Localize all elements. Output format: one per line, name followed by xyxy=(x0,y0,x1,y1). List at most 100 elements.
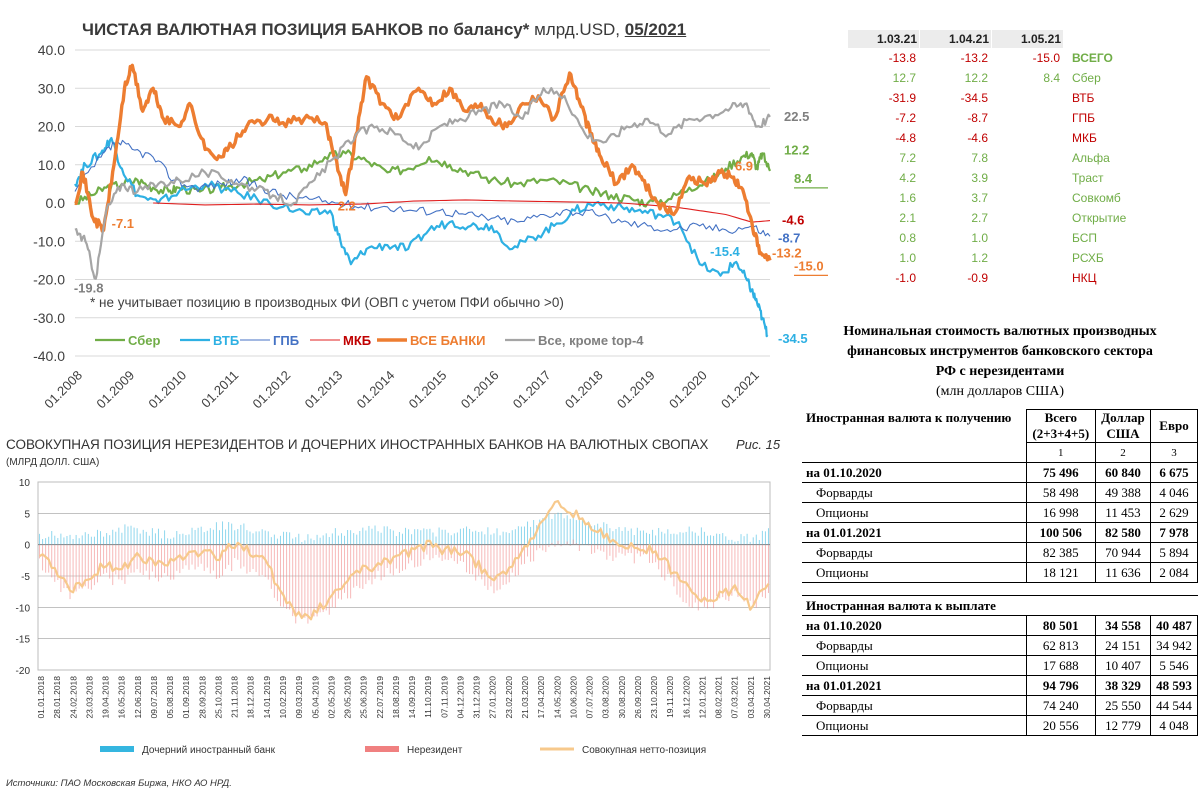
bank-table-cell: 2.1 xyxy=(899,211,916,225)
bank-table-label: БСП xyxy=(1072,231,1098,245)
data-label: -19.8 xyxy=(74,281,104,296)
bank-table-cell: -0.9 xyxy=(967,271,988,285)
nominal-table-title: Номинальная стоимость валютных производн… xyxy=(800,322,1200,402)
data-label: 2.2 xyxy=(338,199,356,214)
nominal-data-row: на 01.10.2020 75 496 60 840 6 675 xyxy=(802,462,1198,483)
nominal-cell: Опционы xyxy=(802,715,1027,736)
nominal-data-row: Форварды 62 813 24 151 34 942 xyxy=(802,635,1198,656)
bank-table-cell: 7.2 xyxy=(899,151,916,165)
nominal-cell: 4 048 xyxy=(1150,715,1198,736)
x-tick-label: 29.05.2019 xyxy=(343,676,353,719)
bank-table-row: 1.0 1.2 РСХБ xyxy=(848,248,1138,268)
nominal-cell: 12 779 xyxy=(1094,715,1152,736)
x-tick-label: 10.02.2019 xyxy=(278,676,288,719)
series-line-3 xyxy=(153,199,771,223)
x-tick-label: 09.07.2018 xyxy=(149,676,159,719)
nominal-cell: 24 151 xyxy=(1094,635,1152,656)
data-label: -4.6 xyxy=(782,213,804,228)
nominal-data-row: Форварды 58 498 49 388 4 046 xyxy=(802,482,1198,503)
x-tick-label: 31.12.2019 xyxy=(472,676,482,719)
chart1-title-units: млрд.USD, xyxy=(529,20,625,39)
bank-table-cell: -7.2 xyxy=(895,111,916,125)
nominal-cell: 94 796 xyxy=(1025,675,1096,696)
bank-table-label: ГПБ xyxy=(1072,111,1095,125)
nominal-cell: Иностранная валюта к выплате xyxy=(802,595,1198,616)
x-tick-label: 25.10.2018 xyxy=(213,676,223,719)
x-tick-label: 01.2016 xyxy=(458,368,502,412)
nominal-cell: 5 546 xyxy=(1150,655,1198,676)
bank-table-row: -13.8 -13.2 -15.0 ВСЕГО xyxy=(848,48,1138,68)
x-tick-label: 28.01.2018 xyxy=(52,676,62,719)
y-tick-label: 10.0 xyxy=(38,157,65,173)
nominal-cell: 3 xyxy=(1150,442,1198,463)
nominal-cell: Опционы xyxy=(802,655,1027,676)
bank-table-label: Сбер xyxy=(1072,71,1101,85)
data-label: -15.4 xyxy=(710,244,740,259)
nominal-cell: 7 978 xyxy=(1150,522,1198,543)
nominal-data-row: Опционы 20 556 12 779 4 048 xyxy=(802,715,1198,736)
x-tick-label: 01.2020 xyxy=(666,368,710,412)
x-tick-label: 21.03.2020 xyxy=(520,676,530,719)
legend-label-0: Дочерний иностранный банк xyxy=(142,744,276,756)
chart2-fig-number: Рис. 15 xyxy=(736,437,781,452)
bank-table-cell: 3.7 xyxy=(971,191,988,205)
y-tick-label: 0.0 xyxy=(46,195,66,211)
y-tick-label: -40.0 xyxy=(33,348,65,364)
bank-table-label: РСХБ xyxy=(1072,251,1104,265)
x-tick-label: 27.01.2020 xyxy=(488,676,498,719)
x-tick-label: 23.03.2018 xyxy=(84,676,94,719)
nominal-data-row: Опционы 16 998 11 453 2 629 xyxy=(802,502,1198,523)
x-tick-label: 12.01.2021 xyxy=(697,676,707,719)
bank-table-cell: -1.0 xyxy=(895,271,916,285)
x-tick-label: 14.01.2019 xyxy=(262,676,272,719)
nominal-cell: 2 xyxy=(1094,442,1152,463)
data-label: -7.1 xyxy=(112,216,134,231)
nominal-cell: 80 501 xyxy=(1025,615,1096,636)
x-tick-label: 23.10.2020 xyxy=(649,676,659,719)
bank-table-row: 4.2 3.9 Траст xyxy=(848,168,1138,188)
x-tick-label: 14.05.2020 xyxy=(552,676,562,719)
bank-table-row: -4.8 -4.6 МКБ xyxy=(848,128,1138,148)
data-label: 8.4 xyxy=(794,171,813,186)
x-tick-label: 07.03.2021 xyxy=(730,676,740,719)
x-tick-label: 16.12.2020 xyxy=(681,676,691,719)
x-tick-label: 02.05.2019 xyxy=(326,676,336,719)
nominal-cell: Форварды xyxy=(802,695,1027,716)
x-tick-label: 11.10.2019 xyxy=(423,676,433,718)
y-tick-label: -20 xyxy=(16,666,31,677)
nominal-cell: 40 487 xyxy=(1150,615,1198,636)
bank-table-body: -13.8 -13.2 -15.0 ВСЕГО 12.7 12.2 8.4 Сбер -31.9… xyxy=(848,48,1138,288)
legend-label-1: ВТБ xyxy=(213,333,239,348)
bank-table-label: ВТБ xyxy=(1072,91,1095,105)
nominal-cell: 18 121 xyxy=(1025,562,1096,583)
x-tick-label: 01.2014 xyxy=(354,368,398,412)
nominal-cell: 16 998 xyxy=(1025,502,1096,523)
bank-table-row: 1.6 3.7 Совкомб xyxy=(848,188,1138,208)
net-fx-position-chart: 40.0 30.0 20.0 10.0 0.0 -10.0 -20.0 -30.0 -40.0 0… xyxy=(33,42,828,412)
bank-table-label: МКБ xyxy=(1072,131,1097,145)
nominal-cell: Иностранная валюта к получению xyxy=(806,409,1012,425)
y-tick-label: 10 xyxy=(19,478,31,489)
x-tick-label: 01.2017 xyxy=(510,368,554,412)
x-tick-label: 03.04.2021 xyxy=(746,676,756,719)
x-tick-label: 04.12.2019 xyxy=(455,676,465,719)
nominal-cell: 34 942 xyxy=(1150,635,1198,656)
x-tick-label: 17.04.2020 xyxy=(536,676,546,719)
series-line-0 xyxy=(74,149,772,208)
bank-table-cell: 3.9 xyxy=(971,171,988,185)
y-tick-label: 30.0 xyxy=(38,80,65,96)
legend-label-2: Совокупная нетто-позиция xyxy=(582,745,706,756)
nominal-data-row: на 01.10.2020 80 501 34 558 40 487 xyxy=(802,615,1198,636)
bank-table-cell: -8.7 xyxy=(967,111,988,125)
x-tick-label: 01.2018 xyxy=(562,368,606,412)
nominal-cell: 49 388 xyxy=(1094,482,1152,503)
x-tick-label: 01.09.2018 xyxy=(181,676,191,719)
nominal-section1-header: Иностранная валюта к получению Всего (2+3+… xyxy=(802,409,1198,443)
nominal-cell: 2 084 xyxy=(1150,562,1198,583)
bank-table-label: НКЦ xyxy=(1072,271,1097,285)
x-tick-label: 01.2011 xyxy=(198,368,241,411)
y-tick-label: -10 xyxy=(16,603,31,614)
nominal-title-line4: (млн долларов США) xyxy=(936,384,1064,399)
series-line-2 xyxy=(74,139,771,237)
x-tick-label: 18.12.2018 xyxy=(246,676,256,719)
